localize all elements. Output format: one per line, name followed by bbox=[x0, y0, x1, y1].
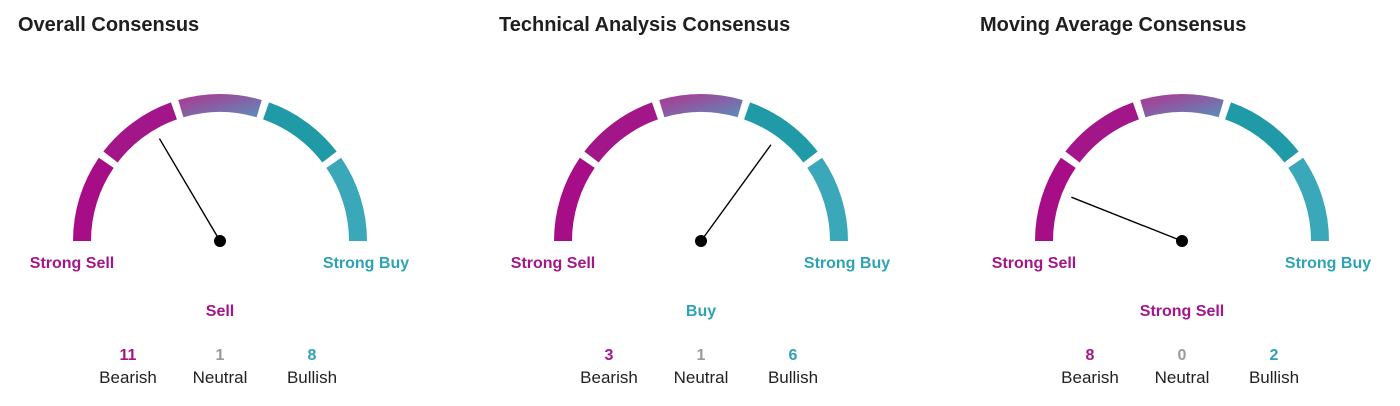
gauge-title: Moving Average Consensus bbox=[980, 14, 1247, 36]
gauge-needle-hub bbox=[695, 235, 707, 247]
consensus-gauge-dial bbox=[73, 93, 367, 247]
neutral-count-column: 0 Neutral bbox=[1136, 346, 1228, 390]
neutral-label: Neutral bbox=[192, 368, 248, 387]
bullish-count-column: 2 Bullish bbox=[1228, 346, 1320, 390]
bullish-count: 6 bbox=[788, 347, 798, 364]
bearish-label: Bearish bbox=[1061, 368, 1119, 387]
gauge-needle-hub bbox=[214, 235, 226, 247]
bullish-label: Bullish bbox=[767, 368, 819, 387]
consensus-gauge-dial bbox=[1035, 93, 1329, 247]
strong-sell-label: Strong Sell bbox=[510, 255, 596, 272]
gauge-segment-strong-sell bbox=[1035, 157, 1076, 241]
bullish-label: Bullish bbox=[286, 368, 338, 387]
gauge-segment-buy bbox=[1225, 102, 1299, 163]
neutral-label: Neutral bbox=[673, 368, 729, 387]
gauge-segment-buy bbox=[263, 102, 337, 163]
gauge-needle bbox=[1071, 196, 1183, 242]
bearish-count-column: 3 Bearish bbox=[563, 346, 655, 390]
gauge-segment-strong-buy bbox=[1288, 157, 1329, 241]
gauge-needle bbox=[700, 144, 772, 242]
strong-buy-label: Strong Buy bbox=[322, 255, 410, 272]
neutral-label: Neutral bbox=[1154, 368, 1210, 387]
neutral-count-column: 1 Neutral bbox=[174, 346, 266, 390]
consensus-verdict: Strong Sell bbox=[1139, 303, 1225, 320]
consensus-counts: 8 Bearish 0 Neutral 2 Bullish bbox=[1032, 346, 1332, 390]
neutral-count: 1 bbox=[215, 347, 225, 364]
gauge-segment-sell bbox=[1065, 102, 1139, 163]
bearish-label: Bearish bbox=[99, 368, 157, 387]
gauge-title: Overall Consensus bbox=[18, 14, 200, 36]
moving-average-consensus-panel: Moving Average Consensus Strong Sell Str… bbox=[980, 0, 1400, 406]
consensus-counts: 3 Bearish 1 Neutral 6 Bullish bbox=[551, 346, 851, 390]
consensus-counts: 11 Bearish 1 Neutral 8 Bullish bbox=[70, 346, 370, 390]
gauge-segment-neutral bbox=[1140, 93, 1224, 118]
bearish-count: 8 bbox=[1085, 347, 1095, 364]
gauge-needle-hub bbox=[1176, 235, 1188, 247]
gauge-segment-strong-sell bbox=[554, 157, 595, 241]
gauge-segment-sell bbox=[103, 102, 177, 163]
bearish-count-column: 8 Bearish bbox=[1044, 346, 1136, 390]
consensus-verdict: Sell bbox=[205, 303, 235, 320]
gauge-segment-buy bbox=[744, 102, 818, 163]
bullish-count: 8 bbox=[307, 347, 317, 364]
strong-buy-label: Strong Buy bbox=[803, 255, 891, 272]
consensus-gauge-dial bbox=[554, 93, 848, 247]
bearish-label: Bearish bbox=[580, 368, 638, 387]
technical-analysis-consensus-panel: Technical Analysis Consensus Strong Sell… bbox=[499, 0, 939, 406]
gauge-segment-strong-buy bbox=[326, 157, 367, 241]
gauge-segment-strong-sell bbox=[73, 157, 114, 241]
strong-buy-label: Strong Buy bbox=[1284, 255, 1372, 272]
strong-sell-label: Strong Sell bbox=[29, 255, 115, 272]
bullish-label: Bullish bbox=[1248, 368, 1300, 387]
strong-sell-label: Strong Sell bbox=[991, 255, 1077, 272]
bearish-count: 3 bbox=[604, 347, 614, 364]
neutral-count-column: 1 Neutral bbox=[655, 346, 747, 390]
consensus-verdict: Buy bbox=[685, 303, 717, 320]
gauge-segment-sell bbox=[584, 102, 658, 163]
bearish-count-column: 11 Bearish bbox=[82, 346, 174, 390]
neutral-count: 0 bbox=[1177, 347, 1187, 364]
overall-consensus-panel: Overall Consensus Strong Sell Strong Buy… bbox=[18, 0, 458, 406]
gauge-title: Technical Analysis Consensus bbox=[499, 14, 791, 36]
bearish-count: 11 bbox=[119, 347, 137, 364]
gauge-segment-neutral bbox=[178, 93, 262, 118]
gauge-segment-neutral bbox=[659, 93, 743, 118]
gauge-needle bbox=[158, 138, 221, 242]
bullish-count-column: 6 Bullish bbox=[747, 346, 839, 390]
bullish-count: 2 bbox=[1269, 347, 1279, 364]
gauge-segment-strong-buy bbox=[807, 157, 848, 241]
bullish-count-column: 8 Bullish bbox=[266, 346, 358, 390]
neutral-count: 1 bbox=[696, 347, 706, 364]
